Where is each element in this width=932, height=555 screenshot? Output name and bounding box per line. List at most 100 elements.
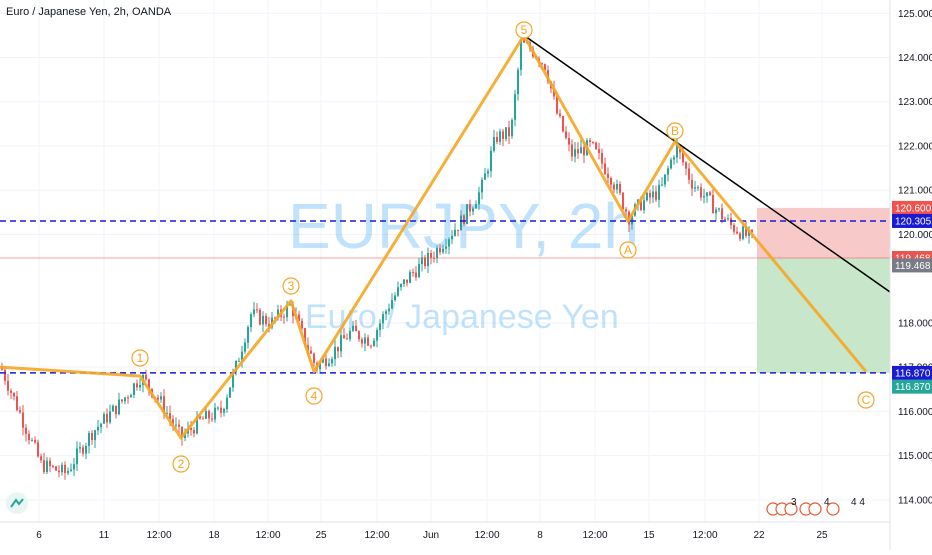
- candle-body: [472, 208, 474, 212]
- event-badge-count: 4: [824, 497, 830, 508]
- candle-body: [124, 397, 126, 402]
- candle-body: [52, 466, 54, 468]
- candle-body: [517, 69, 519, 95]
- candle-body: [601, 153, 603, 164]
- candle-body: [622, 192, 624, 210]
- candle-body: [190, 427, 192, 430]
- candle-body: [505, 127, 507, 139]
- candle-body: [727, 218, 729, 220]
- candle-body: [391, 300, 393, 309]
- candle-body: [115, 405, 117, 415]
- candle-body: [745, 226, 747, 236]
- candle-body: [211, 418, 213, 420]
- tradingview-logo-icon[interactable]: [6, 492, 28, 514]
- candle-body: [373, 340, 375, 347]
- y-tick-label: 115.000: [898, 451, 932, 462]
- candle-body: [562, 116, 564, 132]
- candle-body: [91, 433, 93, 441]
- x-tick-label: 12:00: [146, 530, 171, 541]
- candle-body: [619, 184, 621, 193]
- x-tick-label: 8: [537, 530, 543, 541]
- candle-body: [82, 447, 84, 454]
- y-tick-label: 114.000: [898, 495, 932, 506]
- candle-body: [277, 309, 279, 319]
- candle-body: [475, 204, 477, 209]
- candle-body: [409, 272, 411, 283]
- candle-body: [46, 460, 48, 473]
- candle-body: [22, 412, 24, 428]
- candle-body: [685, 162, 687, 169]
- candle-body: [424, 257, 426, 267]
- candle-body: [436, 248, 438, 259]
- wave-label-circle: [305, 387, 323, 405]
- candle-body: [94, 430, 96, 441]
- candle-body: [595, 142, 597, 150]
- candle-body: [664, 174, 666, 185]
- candle-body: [100, 423, 102, 427]
- candle-body: [199, 416, 201, 419]
- candle-body: [457, 229, 459, 231]
- candle-body: [358, 331, 360, 340]
- candle-body: [352, 325, 354, 331]
- candle-body: [25, 427, 27, 434]
- candle-body: [667, 168, 669, 175]
- candle-body: [334, 346, 336, 360]
- candle-body: [13, 392, 15, 397]
- x-tick-label: 6: [36, 530, 42, 541]
- candle-body: [238, 360, 240, 362]
- candle-body: [166, 413, 168, 415]
- candle-body: [379, 323, 381, 331]
- x-tick-label: 25: [816, 530, 828, 541]
- candle-body: [733, 224, 735, 232]
- y-tick-label: 118.000: [898, 318, 932, 329]
- price-label: 116.870: [895, 368, 931, 379]
- x-tick-label: 18: [208, 530, 220, 541]
- candle-body: [688, 168, 690, 180]
- wave-label-circle: [282, 277, 300, 295]
- candle-body: [73, 464, 75, 470]
- candle-body: [253, 309, 255, 315]
- candle-body: [493, 136, 495, 151]
- candle-body: [106, 413, 108, 423]
- wave-label-circle: [131, 349, 149, 367]
- candle-body: [433, 257, 435, 259]
- candle-body: [673, 157, 675, 160]
- candle-body: [724, 218, 726, 220]
- candle-body: [520, 40, 522, 70]
- candle-body: [163, 396, 165, 414]
- levels: [0, 34, 891, 374]
- candle-body: [49, 460, 51, 467]
- candle-body: [148, 379, 150, 389]
- candle-body: [202, 418, 204, 420]
- candle-body: [235, 360, 237, 373]
- candle-body: [481, 179, 483, 193]
- candle-body: [76, 448, 78, 465]
- candle-body: [67, 470, 69, 474]
- candle-body: [541, 63, 543, 65]
- y-tick-label: 121.000: [898, 186, 932, 197]
- candle-body: [406, 279, 408, 283]
- candle-body: [226, 397, 228, 409]
- candle-body: [34, 439, 36, 443]
- candle-body: [370, 345, 372, 347]
- candle-body: [289, 304, 291, 306]
- candle-body: [646, 192, 648, 201]
- candle-body: [208, 410, 210, 419]
- price-label-box: [892, 258, 932, 273]
- candle-body: [121, 399, 123, 402]
- candle-body: [607, 173, 609, 178]
- candle-body: [256, 309, 258, 311]
- candle-body: [118, 399, 120, 415]
- candle-body: [649, 192, 651, 198]
- candle-body: [385, 311, 387, 315]
- candle-body: [427, 252, 429, 267]
- x-tick-label: 15: [643, 530, 655, 541]
- candle-body: [229, 387, 231, 398]
- candles: [1, 33, 753, 480]
- candle-body: [625, 209, 627, 212]
- candle-body: [430, 252, 432, 258]
- candle-body: [160, 396, 162, 400]
- event-badge-icon: [784, 502, 798, 516]
- candle-body: [325, 358, 327, 367]
